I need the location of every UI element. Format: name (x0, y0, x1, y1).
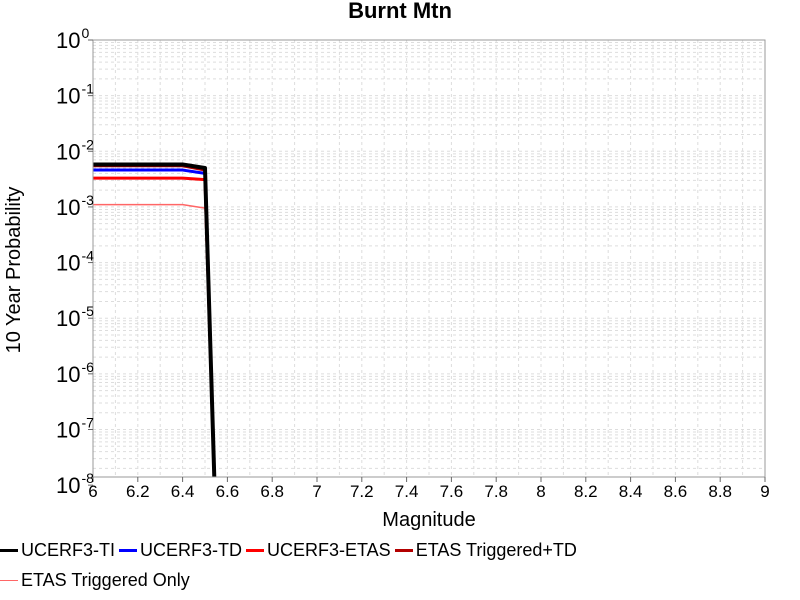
x-tick-label: 8.8 (708, 482, 732, 501)
x-tick-label: 6.2 (126, 482, 150, 501)
legend-item: UCERF3-TD (119, 540, 242, 561)
chart-title: Burnt Mtn (348, 0, 452, 23)
legend-item: ETAS Triggered Only (0, 570, 190, 591)
x-tick-label: 8 (536, 482, 545, 501)
legend-swatch (0, 579, 18, 581)
legend-swatch (394, 548, 413, 552)
x-tick-label: 7 (312, 482, 321, 501)
y-axis-ticks: 100 10-1 10-2 10-3 10-4 10-5 10-6 10-7 10-8 (56, 25, 94, 498)
y-tick-label: 10-1 (56, 81, 94, 109)
series-lines (93, 162, 217, 477)
legend-swatch (119, 548, 137, 552)
y-tick-label: 10-2 (56, 136, 94, 164)
x-tick-label: 6.8 (260, 482, 284, 501)
x-tick-label: 7.8 (484, 482, 508, 501)
y-tick-label: 10-4 (56, 248, 94, 276)
x-tick-label: 6.4 (171, 482, 195, 501)
y-tick-label: 10-3 (56, 192, 94, 220)
legend-item: UCERF3-TI (0, 540, 115, 561)
x-tick-label: 7.6 (440, 482, 464, 501)
legend-label: UCERF3-ETAS (267, 539, 391, 560)
x-tick-label: 6.6 (216, 482, 240, 501)
legend-swatch (0, 548, 18, 552)
x-tick-label: 7.2 (350, 482, 374, 501)
grid-lines (92, 39, 766, 477)
legend-row: ETAS Triggered Only (0, 566, 194, 594)
series-line-ucerf3-td (93, 168, 216, 477)
x-tick-label: 8.6 (664, 482, 688, 501)
x-axis-label: Magnitude (382, 509, 475, 531)
legend-label: ETAS Triggered Only (21, 569, 190, 590)
series-line-ucerf3-ti (93, 162, 217, 477)
legend-label: UCERF3-TD (140, 539, 242, 560)
series-line-etas-triggered-td (93, 164, 216, 477)
magnitude-probability-chart: Burnt Mtn 6 6.2 6.4 6.6 6.8 7 7.2 7.4 7.6 7.8 8 8.2… (3, 0, 770, 531)
legend-swatch (246, 548, 264, 552)
legend-label: ETAS Triggered+TD (415, 539, 577, 560)
y-tick-label: 10-8 (56, 470, 94, 498)
y-tick-label: 10-7 (56, 414, 94, 442)
x-tick-label: 8.4 (619, 482, 643, 501)
x-tick-label: 6 (88, 482, 97, 501)
legend-label: UCERF3-TI (21, 539, 115, 560)
x-tick-label: 9 (760, 482, 769, 501)
series-line-etas-triggered-only (93, 203, 215, 477)
x-tick-label: 7.4 (395, 482, 419, 501)
x-axis-ticks: 6 6.2 6.4 6.6 6.8 7 7.2 7.4 7.6 7.8 8 8.2 8.4 8.6 8.8 9 (88, 477, 770, 501)
legend-item: UCERF3-ETAS (246, 540, 391, 561)
x-tick-label: 8.2 (574, 482, 598, 501)
legend-row: UCERF3-TI UCERF3-TD UCERF3-ETAS ETAS Trigge… (0, 536, 581, 564)
y-axis-label: 10 Year Probability (3, 187, 25, 354)
plot-area-frame (92, 39, 766, 478)
y-tick-label: 10-6 (56, 359, 94, 387)
legend-item: ETAS Triggered+TD (394, 539, 577, 561)
y-tick-label: 100 (56, 25, 89, 53)
y-tick-label: 10-5 (56, 303, 94, 331)
